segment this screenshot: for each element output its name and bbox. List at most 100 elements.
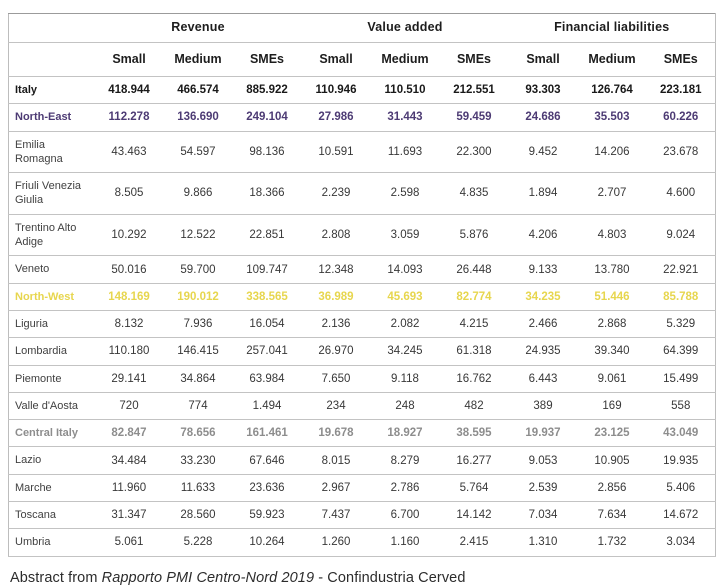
table-body: Italy 418.944 466.574 885.922 110.946 110.510… <box>8 76 716 557</box>
value-cell: 34.235 <box>508 283 578 311</box>
value-cell: 16.277 <box>439 446 509 475</box>
value-cell: 93.303 <box>508 76 578 105</box>
value-cell: 22.921 <box>646 255 716 284</box>
group-header-row: Revenue Value added Financial liabilities <box>8 13 716 43</box>
value-cell: 4.803 <box>577 214 647 257</box>
value-cell: 38.595 <box>439 419 509 448</box>
value-cell: 2.707 <box>577 172 647 215</box>
value-cell: 34.484 <box>94 446 164 475</box>
value-cell: 482 <box>439 392 509 421</box>
value-cell: 11.960 <box>94 474 164 503</box>
value-cell: 9.452 <box>508 131 578 174</box>
column-header-medium: Medium <box>163 42 233 77</box>
row-label: Toscana <box>8 501 95 530</box>
value-cell: 23.678 <box>646 131 716 174</box>
column-header-medium: Medium <box>577 42 647 77</box>
value-cell: 10.264 <box>232 528 302 557</box>
column-header-small: Small <box>94 42 164 77</box>
value-cell: 2.082 <box>370 310 440 339</box>
value-cell: 24.935 <box>508 337 578 366</box>
table-row-liguria: Liguria 8.132 7.936 16.054 2.136 2.082 4.215 2.… <box>8 310 716 339</box>
value-cell: 249.104 <box>232 103 302 132</box>
source-footnote: Abstract from Rapporto PMI Centro-Nord 2… <box>8 557 716 586</box>
table-row-emilia-romagna: Emilia Romagna 43.463 54.597 98.136 10.591 11… <box>8 131 716 174</box>
value-cell: 9.024 <box>646 214 716 257</box>
value-cell: 223.181 <box>646 76 716 105</box>
value-cell: 14.206 <box>577 131 647 174</box>
value-cell: 169 <box>577 392 647 421</box>
value-cell: 234 <box>301 392 371 421</box>
value-cell: 2.598 <box>370 172 440 215</box>
value-cell: 5.061 <box>94 528 164 557</box>
table-row-piemonte: Piemonte 29.141 34.864 63.984 7.650 9.118 16.7… <box>8 365 716 393</box>
table-row-valle-d-aosta: Valle d'Aosta 720 774 1.494 234 248 482 389 169 5… <box>8 392 716 421</box>
value-cell: 774 <box>163 392 233 421</box>
value-cell: 28.560 <box>163 501 233 530</box>
value-cell: 1.732 <box>577 528 647 557</box>
value-cell: 720 <box>94 392 164 421</box>
column-header-medium: Medium <box>370 42 440 77</box>
value-cell: 8.132 <box>94 310 164 339</box>
value-cell: 4.835 <box>439 172 509 215</box>
value-cell: 5.228 <box>163 528 233 557</box>
value-cell: 67.646 <box>232 446 302 475</box>
value-cell: 13.780 <box>577 255 647 284</box>
value-cell: 60.226 <box>646 103 716 132</box>
value-cell: 1.494 <box>232 392 302 421</box>
table-row-italy: Italy 418.944 466.574 885.922 110.946 110.510… <box>8 76 716 105</box>
value-cell: 36.989 <box>301 283 371 311</box>
table-head: Revenue Value added Financial liabilities … <box>8 13 716 77</box>
table-row-north-west: North-West 148.169 190.012 338.565 36.989 45.… <box>8 283 716 311</box>
value-cell: 4.600 <box>646 172 716 215</box>
value-cell: 9.061 <box>577 365 647 393</box>
value-cell: 31.443 <box>370 103 440 132</box>
column-header-small: Small <box>508 42 578 77</box>
value-cell: 2.466 <box>508 310 578 339</box>
column-header-smes: SMEs <box>646 42 716 77</box>
value-cell: 558 <box>646 392 716 421</box>
value-cell: 14.093 <box>370 255 440 284</box>
value-cell: 466.574 <box>163 76 233 105</box>
row-label: Lombardia <box>8 337 95 366</box>
value-cell: 18.927 <box>370 419 440 448</box>
value-cell: 2.539 <box>508 474 578 503</box>
value-cell: 1.260 <box>301 528 371 557</box>
value-cell: 9.133 <box>508 255 578 284</box>
value-cell: 9.053 <box>508 446 578 475</box>
value-cell: 2.808 <box>301 214 371 257</box>
row-label: Trentino Alto Adige <box>8 214 95 257</box>
value-cell: 126.764 <box>577 76 647 105</box>
value-cell: 45.693 <box>370 283 440 311</box>
value-cell: 98.136 <box>232 131 302 174</box>
row-label: Liguria <box>8 310 95 339</box>
value-cell: 19.935 <box>646 446 716 475</box>
value-cell: 12.348 <box>301 255 371 284</box>
value-cell: 27.986 <box>301 103 371 132</box>
value-cell: 7.650 <box>301 365 371 393</box>
value-cell: 24.686 <box>508 103 578 132</box>
value-cell: 1.310 <box>508 528 578 557</box>
row-label: Lazio <box>8 446 95 475</box>
value-cell: 14.142 <box>439 501 509 530</box>
value-cell: 6.443 <box>508 365 578 393</box>
table-row-lombardia: Lombardia 110.180 146.415 257.041 26.970 34.2… <box>8 337 716 366</box>
row-label: Valle d'Aosta <box>8 392 95 421</box>
value-cell: 110.180 <box>94 337 164 366</box>
value-cell: 2.856 <box>577 474 647 503</box>
value-cell: 7.034 <box>508 501 578 530</box>
row-label: Umbria <box>8 528 95 557</box>
value-cell: 136.690 <box>163 103 233 132</box>
row-label: North-East <box>8 103 95 132</box>
value-cell: 82.774 <box>439 283 509 311</box>
value-cell: 12.522 <box>163 214 233 257</box>
value-cell: 1.894 <box>508 172 578 215</box>
value-cell: 2.786 <box>370 474 440 503</box>
value-cell: 3.059 <box>370 214 440 257</box>
value-cell: 19.937 <box>508 419 578 448</box>
corner-cell <box>8 42 95 77</box>
value-cell: 110.946 <box>301 76 371 105</box>
value-cell: 5.329 <box>646 310 716 339</box>
value-cell: 23.636 <box>232 474 302 503</box>
table-row-friuli-venezia-giulia: Friuli Venezia Giulia 8.505 9.866 18.366 2.2… <box>8 172 716 215</box>
table-row-lazio: Lazio 34.484 33.230 67.646 8.015 8.279 16.277 9… <box>8 446 716 475</box>
